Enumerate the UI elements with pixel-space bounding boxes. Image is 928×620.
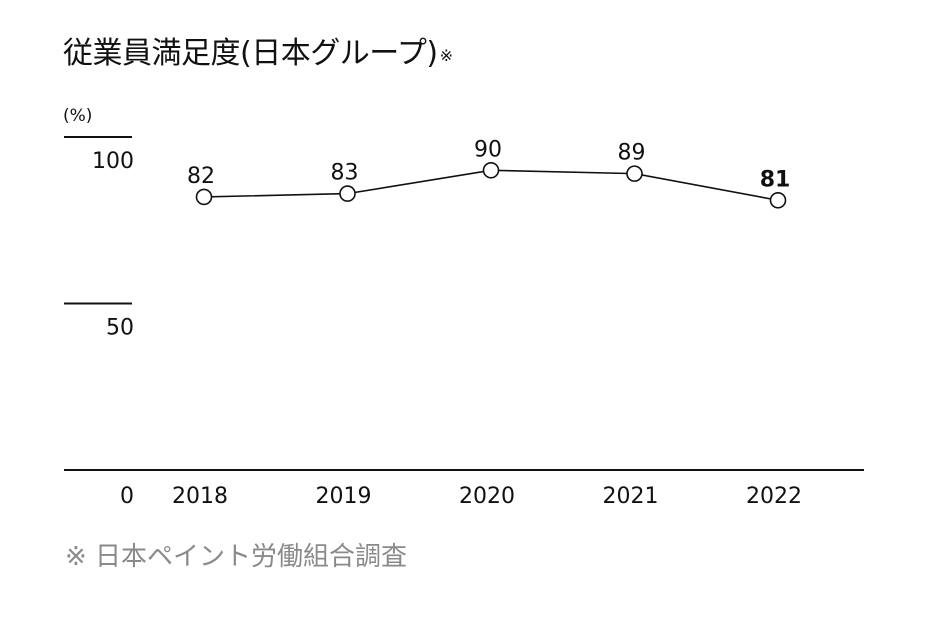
y-tick-label-100: 100: [92, 149, 134, 174]
data-point-2019: [339, 185, 356, 202]
y-axis-unit-label: (%): [63, 106, 92, 126]
data-label-2021: 89: [618, 141, 646, 166]
y-tick-label-0: 0: [120, 484, 134, 509]
x-tick-label-2021: 2021: [603, 484, 659, 509]
data-label-2022: 81: [760, 167, 791, 192]
y-tick-label-50: 50: [106, 316, 134, 341]
chart-title-text: 従業員満足度(日本グループ): [63, 36, 438, 71]
data-label-2018: 82: [187, 164, 215, 189]
footnote: ※ 日本ペイント労働組合調査: [65, 542, 408, 572]
chart-title: 従業員満足度(日本グループ) ※: [63, 34, 453, 74]
data-point-2021: [626, 165, 643, 182]
title-note-mark: ※: [439, 46, 453, 65]
x-tick-label-2022: 2022: [746, 484, 802, 509]
data-point-2018: [195, 188, 213, 206]
x-tick-label-2020: 2020: [459, 484, 515, 509]
data-label-2019: 83: [331, 161, 359, 186]
x-tick-label-2018: 2018: [172, 484, 228, 509]
x-tick-label-2019: 2019: [316, 484, 372, 509]
data-point-2022: [769, 191, 787, 209]
data-label-2020: 90: [474, 137, 502, 162]
data-point-2020: [482, 162, 500, 179]
